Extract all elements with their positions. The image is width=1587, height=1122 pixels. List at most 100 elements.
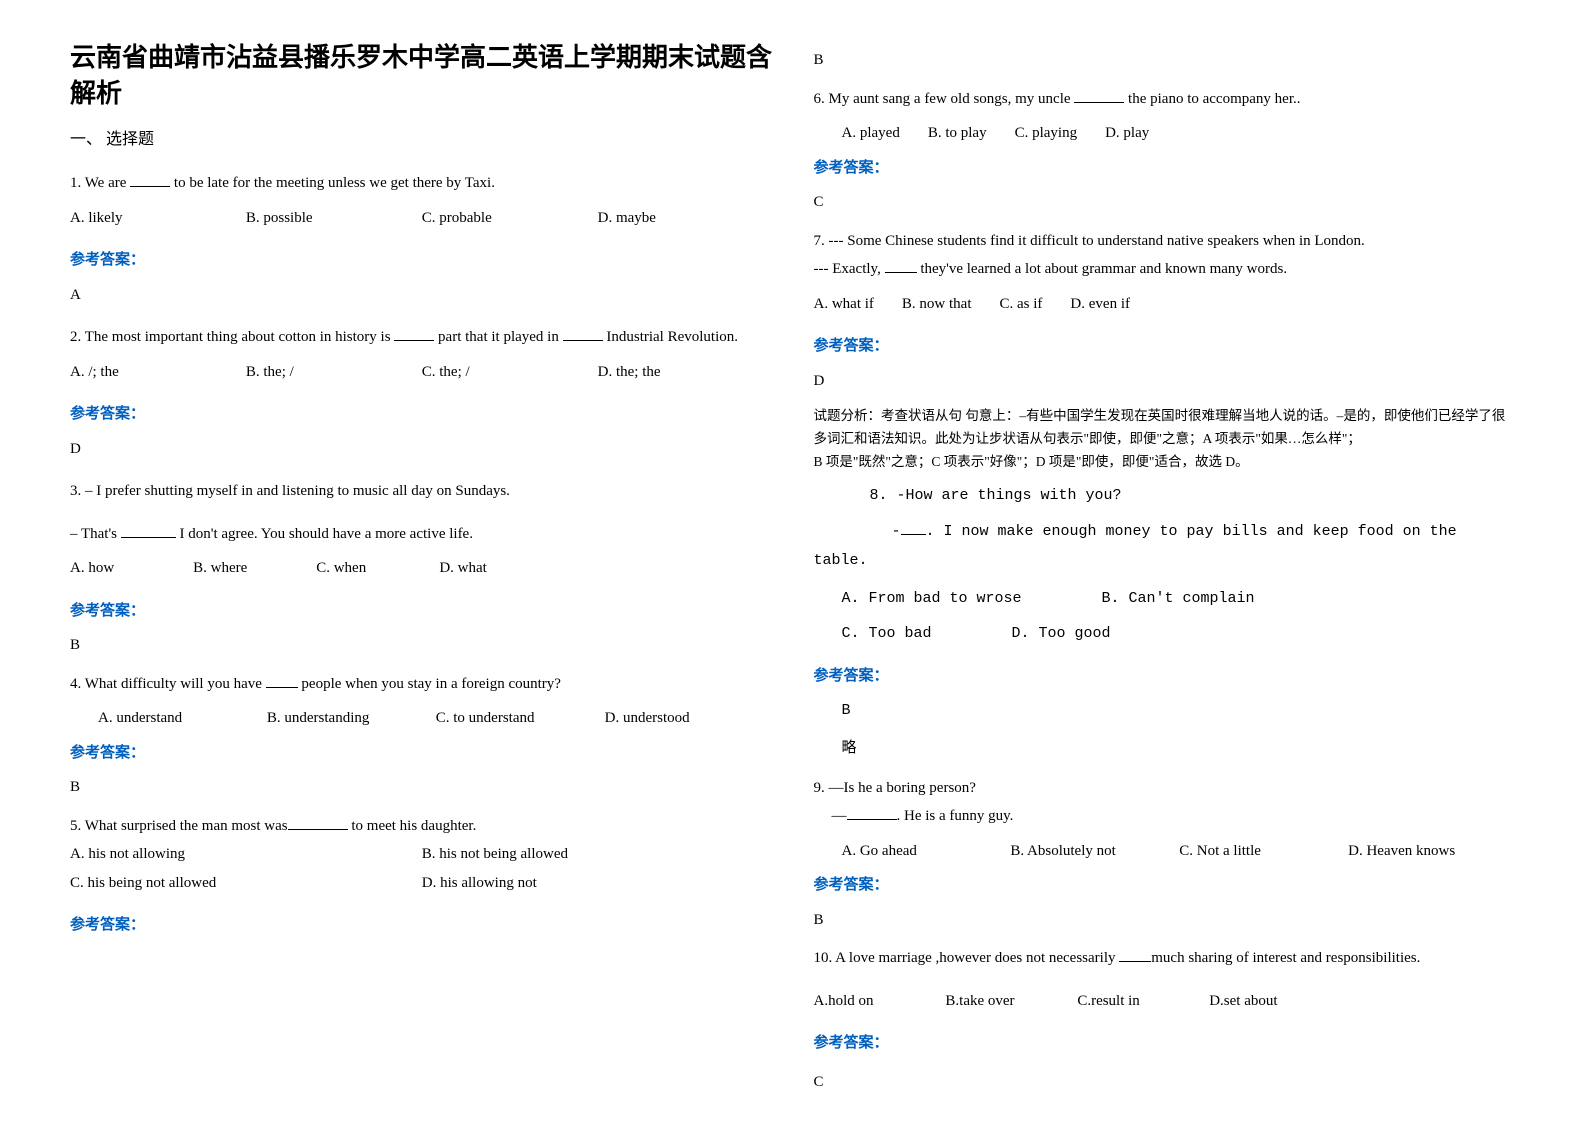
blank bbox=[288, 814, 348, 830]
q8-options-row1: A. From bad to wrose B. Can't complain bbox=[842, 585, 1518, 614]
q3-stem2-post: I don't agree. You should have a more ac… bbox=[180, 526, 473, 542]
q7-stem2-pre: --- Exactly, bbox=[814, 261, 885, 277]
q6-answer: C bbox=[814, 188, 1518, 217]
answer-label: 参考答案： bbox=[814, 662, 1518, 691]
q10-opt-a: A.hold on bbox=[814, 987, 946, 1016]
q7-opt-b: B. now that bbox=[902, 290, 972, 319]
question-2: 2. The most important thing about cotton… bbox=[70, 323, 774, 352]
q2-opt-d: D. the; the bbox=[598, 358, 774, 387]
q3-options: A. how B. where C. when D. what bbox=[70, 554, 562, 583]
q4-opt-a: A. understand bbox=[98, 704, 267, 733]
blank bbox=[1074, 87, 1124, 103]
q3-opt-b: B. where bbox=[193, 554, 316, 583]
question-7-line2: --- Exactly, they've learned a lot about… bbox=[814, 255, 1518, 284]
question-3-line1: 3. – I prefer shutting myself in and lis… bbox=[70, 477, 774, 506]
q9-opt-d: D. Heaven knows bbox=[1348, 837, 1517, 866]
q7-options: A. what if B. now that C. as if D. even … bbox=[814, 290, 1518, 319]
blank bbox=[130, 171, 170, 187]
q1-opt-a: A. likely bbox=[70, 204, 246, 233]
answer-label: 参考答案： bbox=[70, 400, 774, 429]
q9-stem2-pre: — bbox=[832, 808, 847, 824]
q8-stem2-pre: - bbox=[892, 523, 901, 540]
left-column: 云南省曲靖市沾益县播乐罗木中学高二英语上学期期末试题含解析 一、 选择题 1. … bbox=[50, 40, 794, 1092]
q8-answer: B bbox=[842, 697, 1518, 726]
q3-opt-a: A. how bbox=[70, 554, 193, 583]
q5-stem-pre: 5. What surprised the man most was bbox=[70, 818, 288, 834]
q4-stem-post: people when you stay in a foreign countr… bbox=[301, 676, 561, 692]
q9-opt-a: A. Go ahead bbox=[842, 837, 1011, 866]
q1-opt-b: B. possible bbox=[246, 204, 422, 233]
q6-opt-a: A. played bbox=[842, 119, 900, 148]
question-6: 6. My aunt sang a few old songs, my uncl… bbox=[814, 85, 1518, 114]
q5-opt-c: C. his being not allowed bbox=[70, 869, 422, 898]
question-4: 4. What difficulty will you have people … bbox=[70, 670, 774, 699]
blank bbox=[1119, 946, 1151, 962]
q10-options: A.hold on B.take over C.result in D.set … bbox=[814, 987, 1342, 1016]
answer-label: 参考答案： bbox=[814, 154, 1518, 183]
question-8-line1: 8. -How are things with you? bbox=[870, 482, 1518, 511]
q5-answer: B bbox=[814, 46, 1518, 75]
right-column: B 6. My aunt sang a few old songs, my un… bbox=[794, 40, 1538, 1092]
q7-opt-a: A. what if bbox=[814, 290, 874, 319]
q2-opt-c: C. the; / bbox=[422, 358, 598, 387]
q3-stem2-pre: – That's bbox=[70, 526, 121, 542]
q2-opt-b: B. the; / bbox=[246, 358, 422, 387]
q4-opt-c: C. to understand bbox=[436, 704, 605, 733]
q4-options: A. understand B. understanding C. to und… bbox=[70, 704, 774, 733]
answer-label: 参考答案： bbox=[814, 871, 1518, 900]
q3-opt-d: D. what bbox=[439, 554, 562, 583]
q8-note: 略 bbox=[842, 735, 1518, 764]
q4-answer: B bbox=[70, 773, 774, 802]
q5-opt-d: D. his allowing not bbox=[422, 869, 774, 898]
q9-answer: B bbox=[814, 906, 1518, 935]
answer-label: 参考答案： bbox=[70, 911, 774, 940]
question-9-line1: 9. —Is he a boring person? bbox=[814, 774, 1518, 803]
question-10: 10. A love marriage ,however does not ne… bbox=[814, 944, 1518, 973]
q10-opt-b: B.take over bbox=[945, 987, 1077, 1016]
blank bbox=[121, 522, 176, 538]
q9-opt-b: B. Absolutely not bbox=[1010, 837, 1179, 866]
answer-label: 参考答案： bbox=[70, 739, 774, 768]
q8-opt-d: D. Too good bbox=[1012, 620, 1111, 649]
blank bbox=[563, 325, 603, 341]
q7-answer: D bbox=[814, 367, 1518, 396]
doc-title: 云南省曲靖市沾益县播乐罗木中学高二英语上学期期末试题含解析 bbox=[70, 40, 774, 113]
q7-explanation-2: B 项是"既然"之意；C 项表示"好像"；D 项是"即使，即便"适合，故选 D。 bbox=[814, 451, 1518, 474]
q10-answer: C bbox=[814, 1068, 1518, 1097]
blank bbox=[266, 672, 298, 688]
q1-opt-d: D. maybe bbox=[598, 204, 774, 233]
answer-label: 参考答案： bbox=[814, 1029, 1518, 1058]
answer-label: 参考答案： bbox=[70, 597, 774, 626]
question-7-line1: 7. --- Some Chinese students find it dif… bbox=[814, 227, 1518, 256]
answer-label: 参考答案： bbox=[814, 332, 1518, 361]
q1-stem-pre: 1. We are bbox=[70, 175, 130, 191]
q9-opt-c: C. Not a little bbox=[1179, 837, 1348, 866]
q6-opt-d: D. play bbox=[1105, 119, 1149, 148]
q5-options-row1: A. his not allowing B. his not being all… bbox=[70, 840, 774, 869]
blank bbox=[885, 257, 917, 273]
q7-stem2-post: they've learned a lot about grammar and … bbox=[920, 261, 1287, 277]
q3-opt-c: C. when bbox=[316, 554, 439, 583]
q8-opt-a: A. From bad to wrose bbox=[842, 585, 1102, 614]
q5-stem-post: to meet his daughter. bbox=[351, 818, 476, 834]
q7-opt-d: D. even if bbox=[1070, 290, 1130, 319]
q4-stem-pre: 4. What difficulty will you have bbox=[70, 676, 266, 692]
blank bbox=[901, 519, 926, 535]
q10-stem-pre: 10. A love marriage ,however does not ne… bbox=[814, 950, 1120, 966]
q2-answer: D bbox=[70, 435, 774, 464]
q10-opt-c: C.result in bbox=[1077, 987, 1209, 1016]
q1-opt-c: C. probable bbox=[422, 204, 598, 233]
q6-opt-c: C. playing bbox=[1015, 119, 1078, 148]
q5-options-row2: C. his being not allowed D. his allowing… bbox=[70, 869, 774, 898]
q2-stem-mid: part that it played in bbox=[438, 329, 563, 345]
question-1: 1. We are to be late for the meeting unl… bbox=[70, 169, 774, 198]
question-3-line2: – That's I don't agree. You should have … bbox=[70, 520, 774, 549]
q8-options-row2: C. Too bad D. Too good bbox=[842, 620, 1518, 649]
question-8-line2: -. I now make enough money to pay bills … bbox=[814, 518, 1518, 575]
blank bbox=[847, 804, 897, 820]
q7-explanation-1: 试题分析：考查状语从句 句意上：–有些中国学生发现在英国时很难理解当地人说的话。… bbox=[814, 405, 1518, 451]
q2-options: A. /; the B. the; / C. the; / D. the; th… bbox=[70, 358, 774, 387]
q7-opt-c: C. as if bbox=[1000, 290, 1043, 319]
q6-stem-post: the piano to accompany her.. bbox=[1128, 91, 1300, 107]
page: 云南省曲靖市沾益县播乐罗木中学高二英语上学期期末试题含解析 一、 选择题 1. … bbox=[0, 0, 1587, 1122]
